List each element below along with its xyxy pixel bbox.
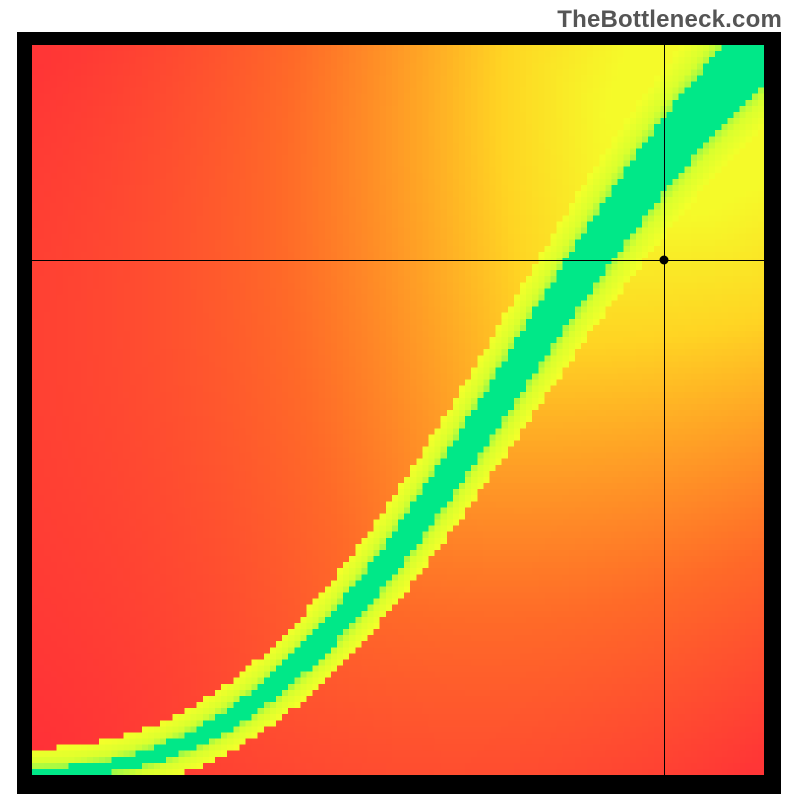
plot-inner-area bbox=[32, 45, 764, 775]
heatmap-canvas bbox=[32, 45, 764, 775]
crosshair-vertical bbox=[664, 45, 665, 775]
crosshair-marker bbox=[659, 256, 668, 265]
crosshair-horizontal bbox=[32, 260, 764, 261]
watermark-text: TheBottleneck.com bbox=[557, 6, 782, 34]
plot-outer-frame bbox=[17, 32, 781, 794]
